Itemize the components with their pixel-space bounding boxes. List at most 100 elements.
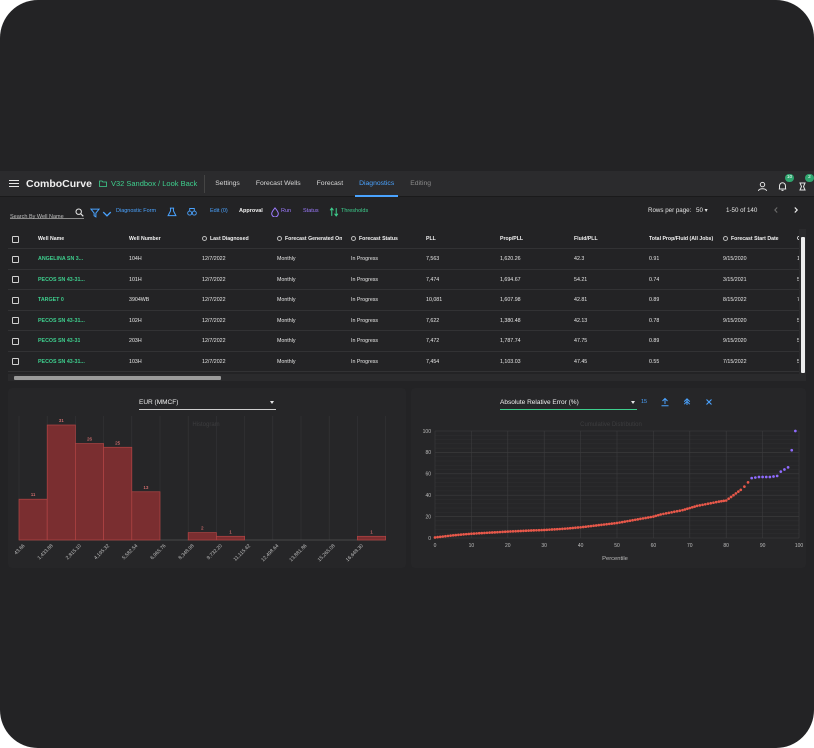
- data-point[interactable]: [750, 476, 754, 480]
- data-point[interactable]: [514, 529, 517, 533]
- data-point[interactable]: [706, 502, 710, 506]
- data-point[interactable]: [467, 532, 471, 536]
- data-point[interactable]: [568, 526, 572, 530]
- data-point[interactable]: [631, 518, 634, 522]
- data-point[interactable]: [786, 466, 790, 469]
- droplet-icon[interactable]: [270, 207, 280, 217]
- data-point[interactable]: [667, 511, 671, 515]
- data-point[interactable]: [698, 504, 702, 507]
- diagnostic-form-button[interactable]: Diagnostic Form: [116, 208, 157, 214]
- data-point[interactable]: [516, 529, 520, 533]
- data-point[interactable]: [576, 526, 580, 529]
- data-point[interactable]: [734, 492, 738, 495]
- data-point[interactable]: [652, 515, 655, 518]
- menu-icon[interactable]: [9, 179, 19, 188]
- data-point[interactable]: [519, 529, 523, 533]
- data-point[interactable]: [626, 519, 629, 523]
- data-point[interactable]: [605, 522, 608, 526]
- data-point[interactable]: [775, 474, 779, 478]
- data-point[interactable]: [503, 530, 507, 534]
- data-point[interactable]: [444, 534, 447, 538]
- tab-editing[interactable]: Editing: [410, 179, 432, 187]
- data-point[interactable]: [540, 528, 543, 532]
- well-name-link[interactable]: PECOS SN 43-31: [38, 338, 81, 344]
- data-point[interactable]: [441, 535, 445, 538]
- data-point[interactable]: [662, 512, 665, 516]
- data-point[interactable]: [592, 524, 595, 528]
- data-point[interactable]: [524, 529, 528, 533]
- table-row[interactable]: ANGELINA SN 3... 104H 12/7/2022 Monthly In P…: [8, 249, 800, 270]
- data-point[interactable]: [686, 507, 689, 511]
- tab-forecast-wells[interactable]: Forecast Wells: [255, 179, 301, 187]
- approval-button[interactable]: Approval: [239, 208, 263, 214]
- histogram-metric-select[interactable]: EUR (MMCF): [139, 396, 276, 410]
- well-name-link[interactable]: TARGET 0: [38, 297, 64, 303]
- histogram-bar[interactable]: [187, 532, 217, 541]
- data-point[interactable]: [584, 525, 588, 529]
- column-header[interactable]: Well Name: [38, 236, 65, 242]
- scrollbar-thumb[interactable]: [14, 375, 221, 380]
- data-point[interactable]: [587, 525, 590, 528]
- data-point[interactable]: [768, 475, 772, 479]
- next-page-icon[interactable]: [791, 205, 801, 215]
- histogram-bar[interactable]: [131, 491, 161, 541]
- data-point[interactable]: [779, 470, 783, 474]
- column-header[interactable]: PLL: [426, 236, 436, 242]
- column-header[interactable]: Last Diagnosed: [202, 229, 249, 249]
- data-point[interactable]: [457, 533, 460, 537]
- data-point[interactable]: [670, 510, 673, 514]
- data-point[interactable]: [613, 521, 616, 525]
- data-point[interactable]: [607, 522, 611, 526]
- data-point[interactable]: [511, 529, 515, 533]
- close-icon[interactable]: [704, 397, 714, 407]
- data-point[interactable]: [664, 512, 668, 515]
- data-point[interactable]: [693, 505, 697, 508]
- data-point[interactable]: [597, 523, 601, 527]
- data-point[interactable]: [746, 481, 750, 484]
- table-row[interactable]: PECOS SN 43-31... 101H 12/7/2022 Monthly In …: [8, 270, 800, 290]
- data-point[interactable]: [681, 508, 684, 512]
- data-point[interactable]: [739, 488, 743, 492]
- data-point[interactable]: [566, 527, 569, 530]
- well-name-link[interactable]: PECOS SN 43-31...: [38, 317, 85, 324]
- data-point[interactable]: [480, 531, 484, 535]
- data-point[interactable]: [639, 517, 642, 521]
- data-point[interactable]: [712, 501, 715, 505]
- column-header[interactable]: C: [797, 229, 801, 249]
- data-point[interactable]: [506, 530, 510, 533]
- column-header[interactable]: Forecast Start Date: [723, 229, 779, 249]
- table-row[interactable]: PECOS SN 43-31... 102H 12/7/2022 Monthly In …: [8, 311, 800, 331]
- table-vertical-scrollbar[interactable]: [799, 229, 806, 375]
- table-row[interactable]: PECOS SN 43-31... 103H 12/7/2022 Monthly In …: [8, 352, 800, 372]
- data-point[interactable]: [736, 490, 740, 493]
- data-point[interactable]: [761, 475, 764, 479]
- data-point[interactable]: [446, 534, 450, 538]
- data-point[interactable]: [717, 500, 721, 503]
- edit-button[interactable]: Edit (0): [210, 208, 228, 214]
- data-point[interactable]: [558, 527, 562, 531]
- data-point[interactable]: [654, 514, 658, 518]
- data-point[interactable]: [727, 497, 730, 501]
- histogram-bar[interactable]: [75, 443, 104, 541]
- data-point[interactable]: [459, 533, 463, 536]
- data-point[interactable]: [743, 485, 746, 488]
- data-point[interactable]: [454, 533, 458, 537]
- data-point[interactable]: [485, 531, 489, 535]
- row-checkbox[interactable]: [12, 276, 19, 283]
- data-point[interactable]: [579, 525, 582, 529]
- tasks-icon[interactable]: 2: [797, 173, 814, 190]
- data-point[interactable]: [620, 520, 624, 524]
- scrollbar-thumb[interactable]: [800, 237, 805, 373]
- data-point[interactable]: [532, 529, 536, 532]
- data-point[interactable]: [555, 527, 559, 531]
- chevron-down-icon[interactable]: [102, 209, 112, 219]
- table-row[interactable]: TARGET 0 3904WB 12/7/2022 Monthly In Progres…: [8, 290, 800, 311]
- data-point[interactable]: [574, 526, 577, 530]
- column-header[interactable]: Total Prop/Fluid (All Jobs): [649, 236, 714, 242]
- data-point[interactable]: [688, 506, 692, 510]
- data-point[interactable]: [449, 534, 452, 537]
- data-point[interactable]: [678, 509, 682, 513]
- run-button[interactable]: Run: [281, 208, 292, 214]
- histogram-bar[interactable]: [357, 535, 386, 541]
- data-point[interactable]: [695, 504, 699, 508]
